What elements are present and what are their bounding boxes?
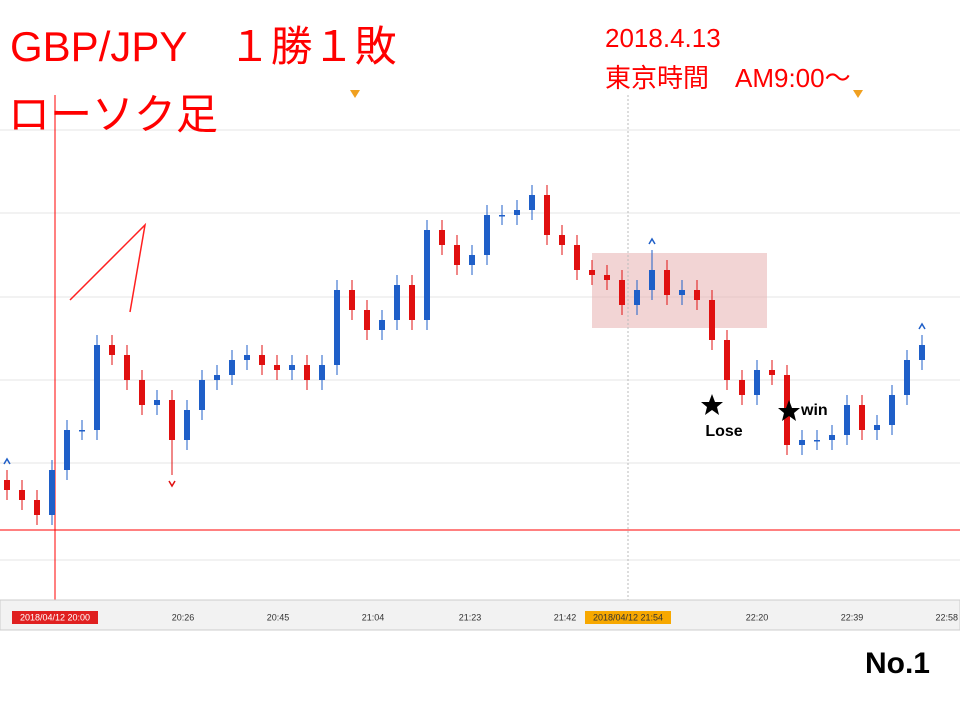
star (778, 400, 800, 421)
candle-body (709, 300, 715, 340)
candle-body (634, 290, 640, 305)
event-marker (853, 90, 863, 98)
candle-body (814, 440, 820, 442)
candle-body (319, 365, 325, 380)
fractal-up (648, 237, 656, 245)
candle-body (244, 355, 250, 360)
candle-body (364, 310, 370, 330)
page-number: No.1 (865, 647, 930, 680)
candle-body (94, 345, 100, 430)
candle-body (874, 425, 880, 430)
candle-body (619, 280, 625, 305)
candle-body (289, 365, 295, 370)
candle-body (889, 395, 895, 425)
candle-body (559, 235, 565, 245)
candle-body (829, 435, 835, 440)
candle-body (529, 195, 535, 210)
plot-area (0, 95, 960, 600)
candle-body (604, 275, 610, 280)
event-marker (350, 90, 360, 98)
candle-body (514, 210, 520, 215)
candle-body (769, 370, 775, 375)
candle-body (49, 470, 55, 515)
candle-body (649, 270, 655, 290)
title: GBP/JPY １勝１敗 (10, 23, 397, 70)
candle-body (469, 255, 475, 265)
date: 2018.4.13 (605, 23, 721, 53)
candle-body (184, 410, 190, 440)
candle-body (4, 480, 10, 490)
candle-body (409, 285, 415, 320)
x-axis: 2018/04/12 20:00 20:26 20:45 21:04 21:23 21:4… (12, 611, 958, 624)
candle-body (334, 290, 340, 365)
candle-body (424, 230, 430, 320)
candle-body (79, 430, 85, 432)
x-tick-highlight (12, 611, 98, 624)
candle-body (574, 245, 580, 270)
candle-body (259, 355, 265, 365)
candle-body (64, 430, 70, 470)
candle-body (439, 230, 445, 245)
time-axis (0, 599, 960, 631)
x-tick-label: 20:45 (267, 612, 290, 622)
candle-body (679, 290, 685, 295)
x-tick-label: 21:23 (459, 612, 482, 622)
candle-body (199, 380, 205, 410)
candle-body (34, 500, 40, 515)
candle-body (394, 285, 400, 320)
x-tick-label: 22:58 (935, 612, 958, 622)
candle-body (454, 245, 460, 265)
candle-body (799, 440, 805, 445)
candle-body (499, 215, 505, 217)
candle-body (124, 355, 130, 380)
subtitle: ローソク足 (8, 91, 218, 138)
candle-body (109, 345, 115, 355)
candle-body (844, 405, 850, 435)
x-tick-label: 21:42 (554, 612, 577, 622)
x-tick-label: 21:04 (362, 612, 385, 622)
session: 東京時間 AM9:00～ (605, 63, 851, 93)
x-tick-label: 22:39 (841, 612, 864, 622)
candle-body (19, 490, 25, 500)
candle-body (304, 365, 310, 380)
candle-body (274, 365, 280, 370)
candle-body (919, 345, 925, 360)
fractal-down (168, 480, 176, 488)
lose-label: Lose (705, 423, 742, 440)
candle-body (754, 370, 760, 395)
fractal-up (3, 457, 11, 465)
candle-body (739, 380, 745, 395)
candle-body (904, 360, 910, 395)
candle-body (859, 405, 865, 430)
candle-body (664, 270, 670, 295)
candle-body (169, 400, 175, 440)
win-label: win (800, 402, 828, 419)
candle-body (214, 375, 220, 380)
star (701, 394, 723, 415)
candle-body (724, 340, 730, 380)
candle-body (379, 320, 385, 330)
candle-body (154, 400, 160, 405)
x-tick-label: 2018/04/12 21:54 (593, 612, 663, 622)
x-tick-highlight (585, 611, 671, 624)
candle-body (589, 270, 595, 275)
candle-body (694, 290, 700, 300)
fractal-up (918, 322, 926, 330)
candle-body (349, 290, 355, 310)
hand-arrow (69, 222, 147, 313)
grid (0, 129, 960, 561)
candle-body (229, 360, 235, 375)
x-tick-label: 2018/04/12 20:00 (20, 612, 90, 622)
x-tick-label: 22:20 (746, 612, 769, 622)
candle-body (139, 380, 145, 405)
candle-body (544, 195, 550, 235)
candle-body (484, 215, 490, 255)
x-tick-label: 20:26 (172, 612, 195, 622)
